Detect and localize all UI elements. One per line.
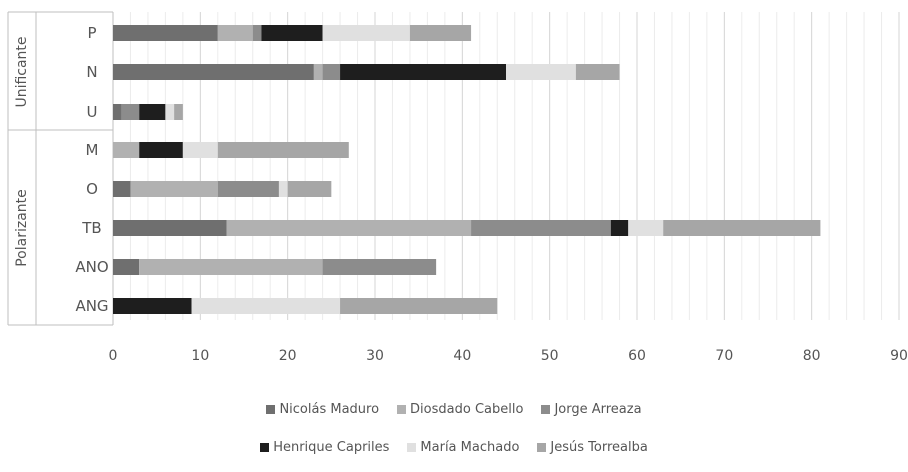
bar-segment [191,298,341,314]
bar-segment [113,64,314,80]
legend-swatch [260,443,270,452]
legend-item: Jesús Torrealba [537,440,648,455]
x-tick-label: 20 [279,348,297,364]
x-tick-label: 40 [453,348,471,364]
bar-segment [278,181,288,197]
bar-segment [113,259,140,275]
label-layer: P N U M O TB ANO ANG 0 10 20 30 40 50 60 70 80 90 Unifican… [14,24,908,364]
bar-segment [217,25,253,41]
category-label: U [87,103,98,121]
bar-segment [174,104,183,120]
category-label: ANG [75,297,108,315]
legend-row-1: Nicolás Maduro Diosdado Cabello Jorge Arre… [0,402,908,417]
bar-segment [182,142,218,158]
legend-label: Henrique Capriles [273,440,390,455]
legend-item: Nicolás Maduro [266,402,379,417]
bar-segment [130,181,218,197]
legend-swatch [541,405,551,414]
bar-segment [322,259,437,275]
bar-segment [340,64,506,80]
group-label: Polarizante [14,189,30,267]
bar-segment [610,220,629,236]
bar-segment [113,220,227,236]
legend-swatch [537,443,547,452]
bar-segment [506,64,576,80]
x-tick-label: 60 [628,348,646,364]
bar-segment [113,298,192,314]
legend-label: Diosdado Cabello [410,402,524,417]
x-tick-label: 0 [109,348,118,364]
bar-segment [322,25,410,41]
bar-segment [471,220,611,236]
legend-item: Diosdado Cabello [397,402,523,417]
bar-segment [139,104,166,120]
bar-segment [575,64,620,80]
legend-label: Jorge Arreaza [554,402,642,417]
bar-segment [409,25,472,41]
bar-segment [313,64,323,80]
legend-item: Jorge Arreaza [541,402,642,417]
bar-segment [663,220,821,236]
bar-segment [139,142,183,158]
category-label: O [86,180,98,198]
bar-segment [113,104,122,120]
legend-swatch [407,443,417,452]
group-label: Unificante [14,36,30,107]
x-tick-label: 50 [541,348,559,364]
category-label: M [86,141,99,159]
x-tick-label: 80 [803,348,821,364]
legend-row-2: Henrique Capriles María Machado Jesús Torr… [0,440,908,455]
bar-segment [322,64,341,80]
legend-label: María Machado [420,440,520,455]
bar-segment [113,25,218,41]
bar-segment [113,181,131,197]
x-tick-label: 70 [715,348,733,364]
bar-segment [226,220,472,236]
bar-segment [217,142,349,158]
bar-segment [287,181,332,197]
category-label: ANO [75,258,108,276]
legend-label: Nicolás Maduro [279,402,380,417]
bar-segment [217,181,279,197]
legend-item: Henrique Capriles [260,440,389,455]
category-label: TB [81,219,101,237]
legend-swatch [397,405,407,414]
bar-segment [139,259,323,275]
category-label: N [86,63,97,81]
legend-label: Jesús Torrealba [550,440,648,455]
bar-segment [165,104,175,120]
legend-swatch [266,405,276,414]
category-label: P [87,24,96,42]
bar-segment [121,104,140,120]
x-tick-label: 90 [890,348,908,364]
bar-segment [261,25,323,41]
bar-segment [628,220,664,236]
bar-layer [113,25,821,314]
x-tick-label: 10 [191,348,209,364]
bar-segment [340,298,498,314]
bar-segment [252,25,262,41]
legend-item: María Machado [407,440,519,455]
bar-segment [113,142,140,158]
x-tick-label: 30 [366,348,384,364]
